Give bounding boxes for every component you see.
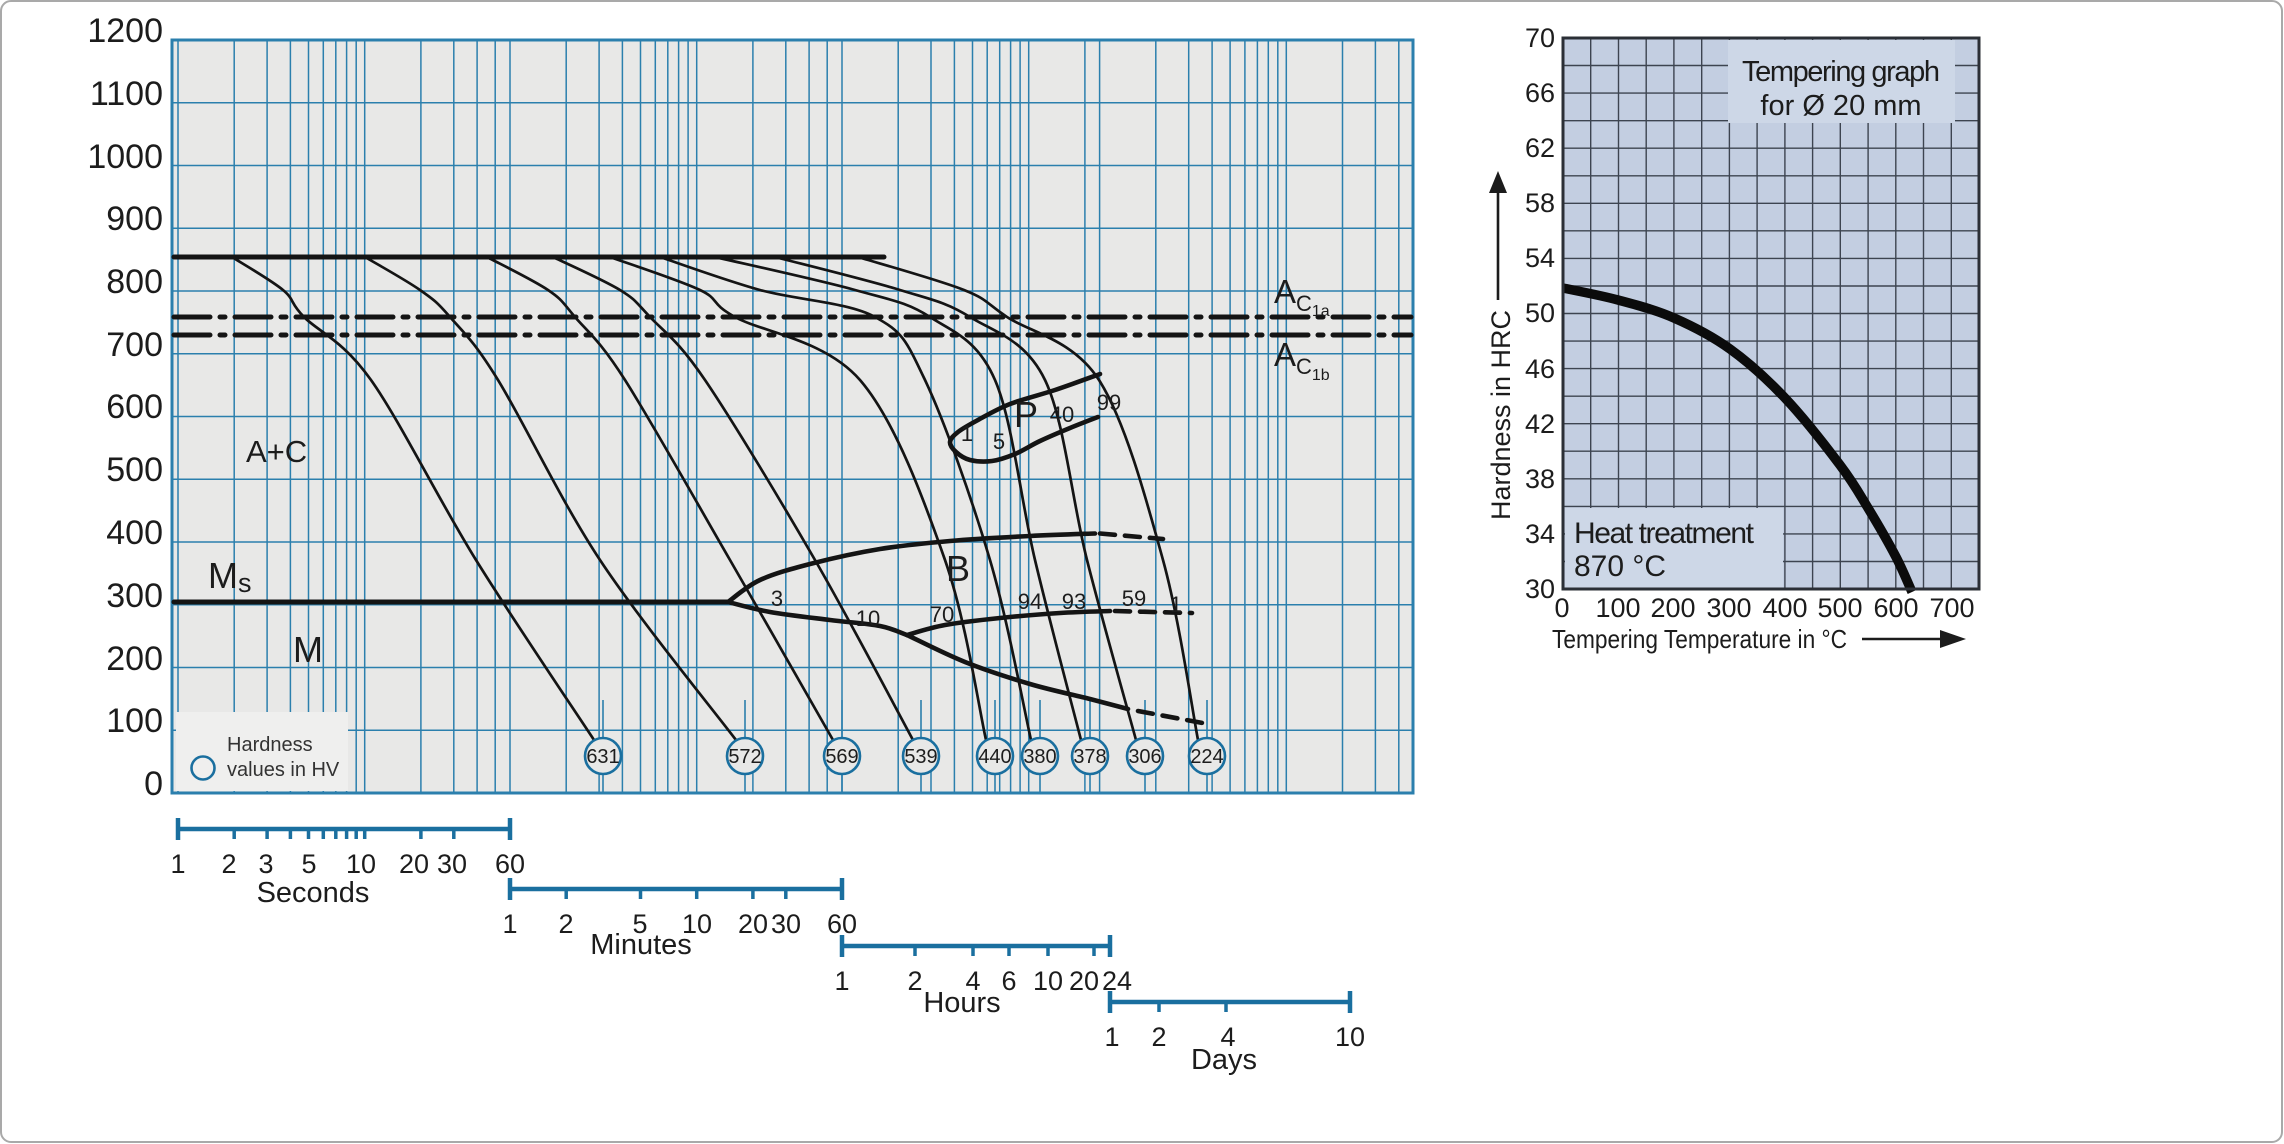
- svg-text:300: 300: [106, 577, 163, 615]
- svg-text:A+C: A+C: [246, 434, 307, 469]
- svg-text:1: 1: [1104, 1022, 1119, 1052]
- svg-text:400: 400: [1762, 593, 1807, 623]
- svg-text:380: 380: [1023, 746, 1056, 768]
- svg-text:1: 1: [1170, 592, 1182, 617]
- svg-text:378: 378: [1073, 746, 1106, 768]
- svg-text:Days: Days: [1191, 1044, 1257, 1076]
- svg-text:66: 66: [1525, 78, 1555, 108]
- svg-text:50: 50: [1525, 298, 1555, 328]
- svg-text:Hours: Hours: [923, 987, 1000, 1019]
- svg-text:values in HV: values in HV: [227, 759, 340, 781]
- svg-text:224: 224: [1190, 746, 1223, 768]
- svg-text:20: 20: [399, 849, 429, 879]
- svg-text:Seconds: Seconds: [257, 877, 370, 909]
- svg-text:20: 20: [738, 909, 768, 939]
- svg-text:2: 2: [1151, 1022, 1166, 1052]
- svg-text:M: M: [293, 629, 323, 670]
- svg-text:1000: 1000: [87, 138, 163, 176]
- svg-text:93: 93: [1062, 589, 1086, 614]
- svg-text:1: 1: [834, 966, 849, 996]
- svg-text:631: 631: [586, 746, 619, 768]
- svg-text:40: 40: [1050, 402, 1074, 427]
- svg-text:306: 306: [1128, 746, 1161, 768]
- svg-text:42: 42: [1525, 409, 1555, 439]
- svg-text:2: 2: [907, 966, 922, 996]
- svg-text:70: 70: [1525, 23, 1555, 53]
- svg-text:5: 5: [632, 909, 647, 939]
- svg-text:70: 70: [930, 602, 954, 627]
- svg-text:10: 10: [1033, 966, 1063, 996]
- svg-text:300: 300: [1706, 593, 1751, 623]
- svg-text:24: 24: [1102, 966, 1132, 996]
- svg-text:700: 700: [106, 326, 163, 364]
- svg-text:10: 10: [346, 849, 376, 879]
- svg-text:94: 94: [1018, 589, 1042, 614]
- svg-text:900: 900: [106, 200, 163, 238]
- svg-text:30: 30: [771, 909, 801, 939]
- svg-text:500: 500: [1817, 593, 1862, 623]
- svg-text:Tempering graph: Tempering graph: [1742, 56, 1940, 88]
- svg-text:for Ø 20 mm: for Ø 20 mm: [1760, 90, 1921, 122]
- svg-text:38: 38: [1525, 464, 1555, 494]
- svg-text:62: 62: [1525, 133, 1555, 163]
- svg-text:1: 1: [961, 421, 973, 446]
- svg-text:58: 58: [1525, 188, 1555, 218]
- svg-text:2: 2: [221, 849, 236, 879]
- svg-text:Minutes: Minutes: [590, 929, 692, 961]
- svg-text:30: 30: [1525, 574, 1555, 604]
- svg-text:440: 440: [978, 746, 1011, 768]
- svg-text:60: 60: [495, 849, 525, 879]
- svg-text:539: 539: [904, 746, 937, 768]
- svg-text:B: B: [946, 548, 970, 589]
- svg-text:4: 4: [965, 966, 980, 996]
- svg-text:2: 2: [558, 909, 573, 939]
- svg-text:500: 500: [106, 451, 163, 489]
- svg-text:600: 600: [106, 388, 163, 426]
- svg-text:3: 3: [258, 849, 273, 879]
- svg-text:20: 20: [1069, 966, 1099, 996]
- svg-text:200: 200: [106, 640, 163, 678]
- svg-text:Hardness: Hardness: [227, 734, 313, 756]
- svg-text:6: 6: [1001, 966, 1016, 996]
- svg-text:Hardness in HRC: Hardness in HRC: [1486, 310, 1516, 520]
- svg-text:5: 5: [301, 849, 316, 879]
- svg-text:870 °C: 870 °C: [1574, 550, 1666, 583]
- svg-text:60: 60: [827, 909, 857, 939]
- svg-text:Heat treatment: Heat treatment: [1574, 517, 1755, 550]
- svg-text:800: 800: [106, 263, 163, 301]
- svg-text:10: 10: [1335, 1022, 1365, 1052]
- svg-text:0: 0: [144, 765, 163, 803]
- svg-text:46: 46: [1525, 354, 1555, 384]
- svg-text:572: 572: [728, 746, 761, 768]
- svg-text:59: 59: [1122, 586, 1146, 611]
- svg-text:100: 100: [1595, 593, 1640, 623]
- svg-text:4: 4: [1220, 1022, 1235, 1052]
- svg-text:10: 10: [856, 606, 880, 631]
- svg-text:569: 569: [825, 746, 858, 768]
- svg-text:400: 400: [106, 514, 163, 552]
- svg-text:200: 200: [1650, 593, 1695, 623]
- svg-text:5: 5: [993, 429, 1005, 454]
- svg-text:600: 600: [1873, 593, 1918, 623]
- svg-text:1200: 1200: [87, 12, 163, 50]
- svg-text:1: 1: [502, 909, 517, 939]
- svg-text:34: 34: [1525, 519, 1555, 549]
- svg-text:P: P: [1014, 394, 1038, 435]
- svg-text:700: 700: [1929, 593, 1974, 623]
- svg-text:1100: 1100: [90, 75, 163, 113]
- svg-text:54: 54: [1525, 243, 1555, 273]
- svg-text:1: 1: [170, 849, 185, 879]
- svg-text:10: 10: [682, 909, 712, 939]
- svg-text:100: 100: [106, 702, 163, 740]
- svg-text:3: 3: [771, 586, 783, 611]
- svg-text:0: 0: [1554, 593, 1569, 623]
- svg-text:30: 30: [437, 849, 467, 879]
- svg-text:Tempering Temperature in °C: Tempering Temperature in °C: [1552, 624, 1847, 654]
- svg-text:99: 99: [1097, 390, 1121, 415]
